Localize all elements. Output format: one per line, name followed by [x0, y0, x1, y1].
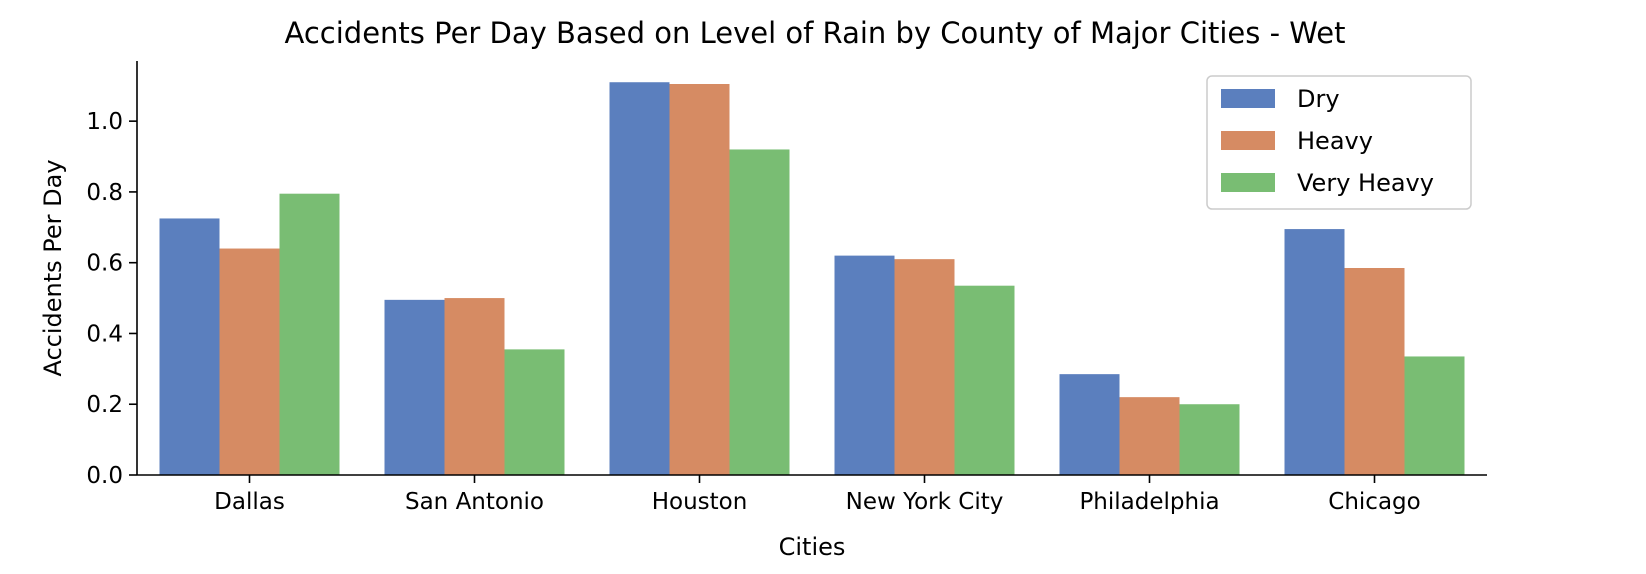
y-tick-label: 0.2	[86, 392, 123, 418]
legend-swatch-dry	[1221, 89, 1275, 108]
y-axis-label: Accidents Per Day	[39, 159, 67, 376]
bar-very-heavy-philadelphia	[1179, 404, 1240, 475]
y-axis-ticks: 0.0 0.2 0.4 0.6 0.8 1.0	[86, 109, 137, 489]
x-tick-label: New York City	[846, 489, 1004, 515]
bar-heavy-chicago	[1344, 268, 1405, 475]
x-tick-label: San Antonio	[405, 489, 544, 515]
bar-heavy-new-york-city	[894, 259, 955, 475]
legend-swatch-very-heavy	[1221, 173, 1275, 192]
bar-dry-chicago	[1284, 229, 1345, 475]
y-tick-label: 0.0	[86, 463, 123, 489]
bar-heavy-dallas	[219, 248, 280, 475]
bar-heavy-houston	[669, 84, 730, 475]
bar-very-heavy-houston	[729, 149, 790, 475]
chart-title: Accidents Per Day Based on Level of Rain…	[285, 16, 1346, 50]
bar-dry-philadelphia	[1059, 374, 1120, 475]
y-tick-label: 1.0	[86, 109, 123, 135]
bar-very-heavy-new-york-city	[954, 285, 1015, 475]
legend-swatch-heavy	[1221, 131, 1275, 150]
bar-very-heavy-san-antonio	[504, 349, 565, 475]
x-tick-label: Chicago	[1328, 489, 1420, 515]
y-tick-label: 0.8	[86, 180, 123, 206]
bar-very-heavy-dallas	[279, 193, 340, 475]
legend-label-heavy: Heavy	[1297, 127, 1373, 155]
legend-label-dry: Dry	[1297, 85, 1340, 113]
x-axis-ticks: Dallas San Antonio Houston New York City Phi…	[214, 475, 1421, 515]
bar-dry-dallas	[159, 218, 220, 475]
bar-dry-san-antonio	[384, 299, 445, 475]
x-tick-label: Philadelphia	[1079, 489, 1219, 515]
x-tick-label: Houston	[652, 489, 748, 515]
legend-label-very-heavy: Very Heavy	[1297, 169, 1434, 197]
y-tick-label: 0.6	[86, 251, 123, 277]
x-axis-label: Cities	[779, 533, 846, 561]
y-tick-label: 0.4	[86, 321, 123, 347]
legend: Dry Heavy Very Heavy	[1206, 75, 1472, 210]
bar-dry-houston	[609, 82, 670, 475]
bar-heavy-philadelphia	[1119, 397, 1180, 475]
bars-layer	[159, 82, 1465, 475]
bar-heavy-san-antonio	[444, 298, 505, 475]
x-tick-label: Dallas	[214, 489, 285, 515]
bar-very-heavy-chicago	[1404, 356, 1465, 475]
bar-dry-new-york-city	[834, 255, 895, 475]
